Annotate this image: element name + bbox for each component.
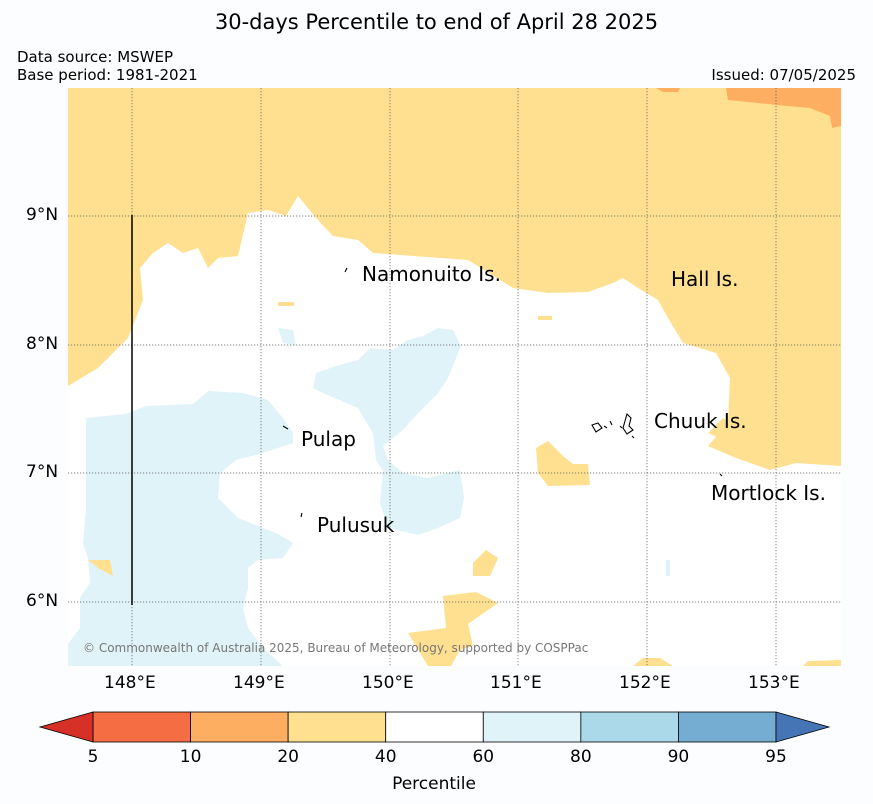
zone-20-40-patch7	[538, 316, 552, 320]
colorbar-below-triangle	[38, 711, 94, 743]
lat-label-7N: 7°N	[26, 462, 59, 482]
lat-label-6N: 6°N	[26, 591, 59, 611]
data-source-label: Data source: MSWEP	[17, 48, 174, 66]
colorbar-tick-90: 90	[668, 747, 690, 767]
issued-date-label: Issued: 07/05/2025	[711, 66, 856, 84]
island-outlines	[282, 267, 723, 518]
lon-label-151E: 151°E	[490, 673, 542, 693]
zone-20-40-patch3	[408, 592, 498, 666]
colorbar-tick-20: 20	[277, 747, 299, 767]
colorbar-tick-10: 10	[180, 747, 202, 767]
zone-20-40-patch6	[803, 660, 841, 666]
copyright-text: © Commonwealth of Australia 2025, Bureau…	[83, 641, 588, 655]
colorbar-segment-4	[482, 711, 582, 743]
lon-label-152E: 152°E	[619, 673, 671, 693]
zone-20-40-patch2	[473, 550, 498, 576]
place-mortlock: Mortlock Is.	[711, 481, 826, 505]
place-namonuito: Namonuito Is.	[362, 262, 501, 286]
base-period-label: Base period: 1981-2021	[17, 66, 198, 84]
zone-20-40-patch4	[88, 560, 113, 576]
lon-label-150E: 150°E	[362, 673, 414, 693]
colorbar-above-triangle	[775, 711, 831, 743]
zone-60-80-east-dot	[666, 560, 670, 576]
zone-10-20-north	[656, 88, 680, 92]
colorbar-tick-40: 40	[375, 747, 397, 767]
zone-20-40-patch8	[278, 302, 294, 306]
colorbar-tick-80: 80	[570, 747, 592, 767]
colorbar-tick-5: 5	[88, 747, 99, 767]
colorbar-segment-2	[287, 711, 387, 743]
percentile-colorbar: 5 10 20 40 60 80 90 95 Percentile	[38, 711, 831, 794]
colorbar-segment-5	[580, 711, 679, 743]
lon-label-148E: 148°E	[104, 673, 156, 693]
zone-60-80-west-dot	[278, 328, 296, 346]
zone-60-80-center	[313, 328, 464, 535]
colorbar-segment-3	[385, 711, 484, 743]
percentile-map: Namonuito Is. Hall Is. Pulap Chuuk Is. P…	[68, 88, 841, 666]
colorbar-segment-6	[678, 711, 777, 743]
colorbar-segment-1	[190, 711, 289, 743]
zone-20-40-patch9	[708, 418, 730, 440]
lon-label-149E: 149°E	[233, 673, 285, 693]
colorbar-segment-0	[92, 711, 191, 743]
lat-label-9N: 9°N	[26, 205, 59, 225]
zone-20-40-patch1	[536, 441, 590, 486]
colorbar-tick-95: 95	[765, 747, 787, 767]
lon-label-153E: 153°E	[748, 673, 800, 693]
zone-10-20-northeast	[726, 88, 841, 128]
zone-60-80-west	[68, 391, 293, 666]
place-pulap: Pulap	[301, 427, 356, 451]
colorbar-tick-60: 60	[472, 747, 494, 767]
place-hall: Hall Is.	[671, 267, 738, 291]
lat-label-8N: 8°N	[26, 334, 59, 354]
map-title: 30-days Percentile to end of April 28 20…	[214, 10, 659, 34]
place-pulusuk: Pulusuk	[317, 513, 395, 537]
place-chuuk: Chuuk Is.	[654, 409, 747, 433]
zone-20-40-patch5	[633, 658, 673, 666]
colorbar-label: Percentile	[392, 774, 476, 794]
